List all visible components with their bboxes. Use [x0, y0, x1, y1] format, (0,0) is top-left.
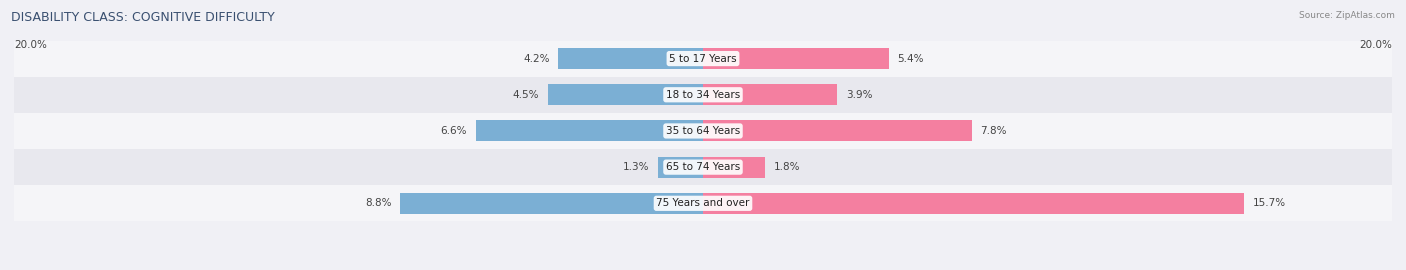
Bar — [658, 157, 703, 178]
Text: 8.8%: 8.8% — [364, 198, 391, 208]
Bar — [703, 48, 889, 69]
Bar — [548, 84, 703, 105]
Bar — [475, 120, 703, 141]
Text: 20.0%: 20.0% — [14, 40, 46, 50]
Bar — [14, 40, 1392, 77]
Bar — [14, 113, 1392, 149]
Text: 1.3%: 1.3% — [623, 162, 650, 172]
Text: 75 Years and over: 75 Years and over — [657, 198, 749, 208]
Text: DISABILITY CLASS: COGNITIVE DIFFICULTY: DISABILITY CLASS: COGNITIVE DIFFICULTY — [11, 11, 276, 24]
Bar — [14, 77, 1392, 113]
Bar — [14, 185, 1392, 221]
Text: 15.7%: 15.7% — [1253, 198, 1285, 208]
Bar — [558, 48, 703, 69]
Text: 3.9%: 3.9% — [846, 90, 873, 100]
Text: 5.4%: 5.4% — [897, 53, 924, 64]
Text: 35 to 64 Years: 35 to 64 Years — [666, 126, 740, 136]
Text: 1.8%: 1.8% — [773, 162, 800, 172]
Bar — [703, 120, 972, 141]
Text: 7.8%: 7.8% — [980, 126, 1007, 136]
Text: 18 to 34 Years: 18 to 34 Years — [666, 90, 740, 100]
Text: 4.2%: 4.2% — [523, 53, 550, 64]
Text: 20.0%: 20.0% — [1360, 40, 1392, 50]
Text: 5 to 17 Years: 5 to 17 Years — [669, 53, 737, 64]
Bar — [703, 84, 838, 105]
Text: 6.6%: 6.6% — [440, 126, 467, 136]
Bar — [703, 193, 1244, 214]
Bar — [399, 193, 703, 214]
Text: Source: ZipAtlas.com: Source: ZipAtlas.com — [1299, 11, 1395, 20]
Bar — [14, 149, 1392, 185]
Text: 65 to 74 Years: 65 to 74 Years — [666, 162, 740, 172]
Text: 4.5%: 4.5% — [513, 90, 540, 100]
Bar — [703, 157, 765, 178]
